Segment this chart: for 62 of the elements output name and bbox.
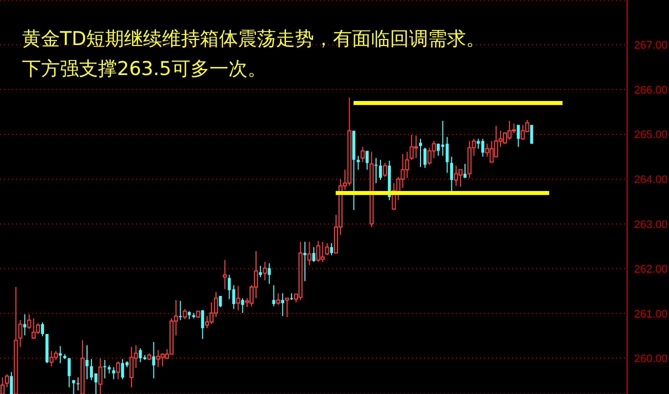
candlestick [76,376,80,391]
candlestick [419,138,422,168]
candlestick [325,242,330,256]
candlestick [23,314,26,336]
candlestick [121,358,124,380]
candlestick [423,147,426,168]
candlestick [410,134,414,160]
candlestick [382,162,387,178]
candlestick [18,320,22,348]
candlestick [316,240,320,262]
y-tick-label: 260.00 [634,353,668,366]
candlestick [68,358,71,388]
candlestick [454,165,458,186]
candlestick [262,261,267,281]
candlestick [103,359,106,379]
candlestick [374,158,378,184]
candlestick [276,292,280,306]
y-tick-label: 263.00 [634,218,668,231]
candlestick [178,300,182,321]
candlestick [366,150,369,170]
candlestick [10,372,13,394]
candlestick [152,342,156,379]
candlestick [360,146,365,163]
candlestick [156,350,160,368]
candlestick [32,318,36,340]
candlestick [312,246,316,262]
candlestick [520,124,525,140]
candlestick [4,374,9,388]
candlestick [182,308,187,320]
candlestick [516,124,520,148]
candlestick [201,310,204,340]
candlestick [236,286,240,311]
candlestick [228,274,231,300]
candlestick [241,298,244,314]
candlestick [205,316,210,329]
candlestick [450,156,454,193]
candlestick [281,292,284,317]
y-tick-label: 264.00 [634,174,668,186]
y-tick-label: 261.00 [634,308,668,320]
candlestick [85,344,88,380]
candlestick [463,163,466,178]
candlestick [330,242,334,256]
candlestick [378,159,382,180]
candlestick [116,360,120,380]
text: 黄金TD短期继续维持箱体震荡走势，有面临回调需求。 [22,27,486,52]
y-tick-label: 266.00 [634,84,668,96]
y-tick-label: 262.00 [634,264,668,276]
y-tick-label: 265.00 [634,129,668,142]
candlestick [307,241,312,266]
candlestick [436,143,440,156]
candlestick [258,265,262,278]
candlestick [222,260,227,290]
candlestick [481,138,484,158]
candlestick [272,284,276,307]
candlestick [285,298,290,318]
text: 下方强支撑263.5可多一次。 [22,57,266,82]
y-tick-label: 267.00 [634,40,668,52]
candlestick [41,322,44,337]
candlestick [112,366,116,380]
candlestick [72,380,76,394]
candlestick [27,314,32,330]
candlestick [268,262,271,284]
